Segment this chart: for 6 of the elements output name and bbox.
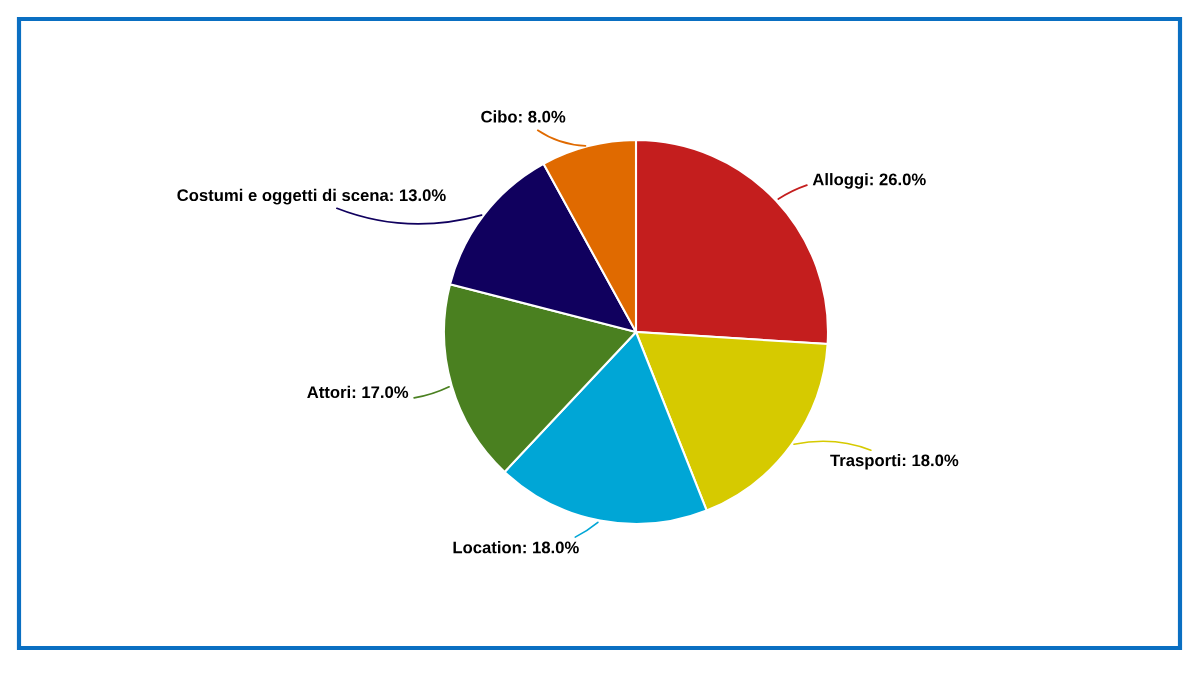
slice-label: Cibo: 8.0% — [481, 110, 566, 123]
slice-label: Costumi e oggetti di scena: 13.0% — [177, 188, 446, 205]
slice-label: Location: 18.0% — [453, 541, 579, 554]
slice-label: Attori: 17.0% — [307, 385, 409, 399]
slice-label: Trasporti: 18.0% — [830, 454, 959, 470]
slice-label: Alloggi: 26.0% — [812, 173, 926, 189]
